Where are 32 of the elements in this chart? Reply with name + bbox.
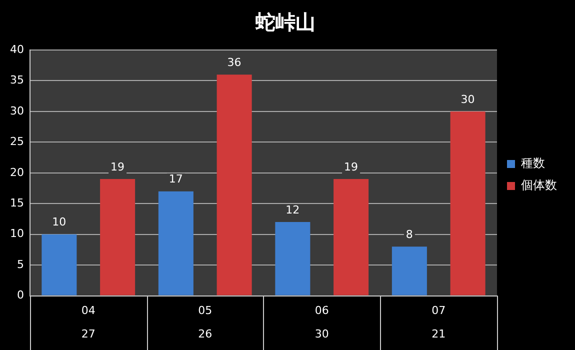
y-tick-label: 30 xyxy=(10,104,24,118)
data-label: 30 xyxy=(460,92,475,106)
data-label: 19 xyxy=(344,160,358,174)
bar xyxy=(100,179,136,296)
data-label: 36 xyxy=(227,56,242,69)
y-tick-label: 0 xyxy=(16,288,24,302)
chart-title: 蛇峠山 xyxy=(254,10,316,34)
data-label: 12 xyxy=(286,203,300,216)
y-tick-label: 5 xyxy=(16,258,24,271)
y-tick-label: 35 xyxy=(10,74,24,87)
data-label: 8 xyxy=(406,228,413,241)
y-tick-label: 15 xyxy=(10,196,24,210)
bar xyxy=(450,111,486,296)
bar xyxy=(334,179,369,296)
bar xyxy=(216,74,252,296)
x-tick-label: 05 26 xyxy=(198,304,212,340)
data-label: 10 xyxy=(52,216,66,229)
legend-label: 種数 xyxy=(521,156,545,170)
x-tick-label: 06 30 xyxy=(314,304,329,340)
x-tick-label: 04 27 xyxy=(81,304,96,340)
bar xyxy=(158,191,194,296)
y-tick-label: 25 xyxy=(10,135,24,148)
y-tick-label: 40 xyxy=(10,42,24,56)
y-tick-label: 20 xyxy=(10,166,24,179)
bar xyxy=(275,222,310,296)
data-label: 19 xyxy=(110,160,125,174)
bar xyxy=(42,234,77,296)
data-label: 17 xyxy=(168,172,183,186)
legend-label: 個体数 xyxy=(521,178,557,192)
y-tick-label: 10 xyxy=(10,227,24,240)
x-tick-label: 07 21 xyxy=(432,304,446,340)
bar xyxy=(392,246,427,296)
